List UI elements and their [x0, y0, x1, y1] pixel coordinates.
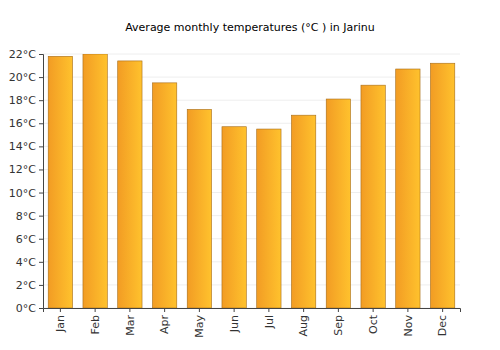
y-tick-label: 10°C — [9, 187, 36, 200]
y-tick-mark — [39, 146, 43, 147]
x-tick-label: May — [193, 315, 206, 338]
bar — [222, 127, 246, 308]
x-tick-label: Dec — [436, 315, 449, 336]
x-tick-mark — [268, 308, 269, 312]
bar — [257, 129, 281, 308]
bar — [291, 115, 315, 308]
y-tick-mark — [39, 239, 43, 240]
x-tick: Jun — [228, 308, 241, 333]
y-tick-mark — [39, 77, 43, 78]
x-axis-line — [44, 309, 461, 313]
y-tick-mark — [39, 193, 43, 194]
y-tick-label: 4°C — [16, 256, 36, 269]
y-tick-label: 16°C — [9, 117, 36, 130]
x-tick-label: Feb — [89, 315, 102, 334]
bars — [48, 54, 455, 308]
x-tick-mark — [407, 308, 408, 312]
y-tick-mark — [39, 285, 43, 286]
x-tick-label: Apr — [158, 315, 171, 335]
x-tick-mark — [442, 308, 443, 312]
x-tick-mark — [234, 308, 235, 312]
y-tick-label: 14°C — [9, 140, 36, 153]
y-tick-mark — [39, 100, 43, 101]
y-tick: 22°C — [9, 48, 43, 61]
bar — [48, 56, 72, 308]
y-tick-label: 22°C — [9, 48, 36, 61]
bar — [187, 109, 211, 308]
y-tick: 0°C — [16, 302, 43, 315]
y-tick-mark — [39, 262, 43, 263]
x-tick-mark — [373, 308, 374, 312]
x-tick-label: Jul — [263, 315, 276, 329]
y-tick: 4°C — [16, 256, 43, 269]
x-tick: Apr — [158, 308, 171, 334]
y-tick-label: 12°C — [9, 163, 36, 176]
y-tick: 10°C — [9, 187, 43, 200]
x-tick: Sep — [332, 308, 345, 336]
x-tick-label: Sep — [332, 315, 345, 336]
x-tick: Oct — [367, 308, 380, 334]
x-tick-mark — [199, 308, 200, 312]
x-tick: Jul — [263, 308, 276, 329]
bar — [83, 54, 107, 308]
x-tick-label: Nov — [402, 315, 415, 337]
y-tick-label: 8°C — [16, 210, 36, 223]
x-tick: May — [193, 308, 206, 338]
y-axis: 0°C 2°C 4°C 6°C 8°C 10°C 12°C 14°C 16°C 18°C 20°C 2… — [9, 48, 44, 315]
y-tick: 14°C — [9, 140, 43, 153]
x-axis: Jan Feb Mar Apr May Jun Jul Aug Sep Oct Nov Dec — [44, 308, 461, 338]
y-tick: 2°C — [16, 279, 43, 292]
y-tick-label: 18°C — [9, 94, 36, 107]
x-tick-mark — [95, 308, 96, 312]
y-tick: 8°C — [16, 210, 43, 223]
y-tick: 20°C — [9, 71, 43, 84]
x-tick: Dec — [436, 308, 449, 336]
x-tick-mark — [303, 308, 304, 312]
y-tick: 12°C — [9, 163, 43, 176]
bar — [326, 99, 350, 308]
y-tick-mark — [39, 308, 43, 309]
chart: Average monthly temperatures (°C ) in Ja… — [0, 0, 500, 350]
x-tick-label: Oct — [367, 314, 380, 334]
bar — [361, 85, 385, 308]
y-tick-label: 2°C — [16, 279, 36, 292]
x-tick: Mar — [124, 308, 137, 336]
bar — [152, 83, 176, 308]
x-tick: Jan — [54, 308, 67, 333]
x-tick: Nov — [402, 308, 415, 336]
y-tick-mark — [39, 54, 43, 55]
x-tick-label: Aug — [297, 315, 310, 336]
x-tick-label: Mar — [124, 315, 137, 336]
x-tick-label: Jan — [54, 315, 67, 333]
y-tick: 6°C — [16, 233, 43, 246]
y-tick: 16°C — [9, 117, 43, 130]
x-tick-mark — [338, 308, 339, 312]
y-tick-label: 0°C — [16, 302, 36, 315]
bar — [118, 61, 142, 308]
y-tick-label: 20°C — [9, 71, 36, 84]
y-tick-mark — [39, 216, 43, 217]
x-tick: Aug — [297, 308, 310, 336]
y-tick: 18°C — [9, 94, 43, 107]
title: Average monthly temperatures (°C ) in Ja… — [125, 21, 375, 34]
y-tick-mark — [39, 169, 43, 170]
grid — [43, 54, 460, 308]
bar — [396, 69, 420, 308]
y-tick-label: 6°C — [16, 233, 36, 246]
x-tick-mark — [164, 308, 165, 312]
x-tick-mark — [60, 308, 61, 312]
x-tick-mark — [129, 308, 130, 312]
plot: 0°C 2°C 4°C 6°C 8°C 10°C 12°C 14°C 16°C 18°C 20°C 2… — [9, 48, 461, 338]
x-tick: Feb — [89, 308, 102, 334]
bar — [430, 63, 454, 308]
x-tick-label: Jun — [228, 315, 241, 333]
y-axis-line — [39, 55, 44, 309]
y-tick-mark — [39, 123, 43, 124]
